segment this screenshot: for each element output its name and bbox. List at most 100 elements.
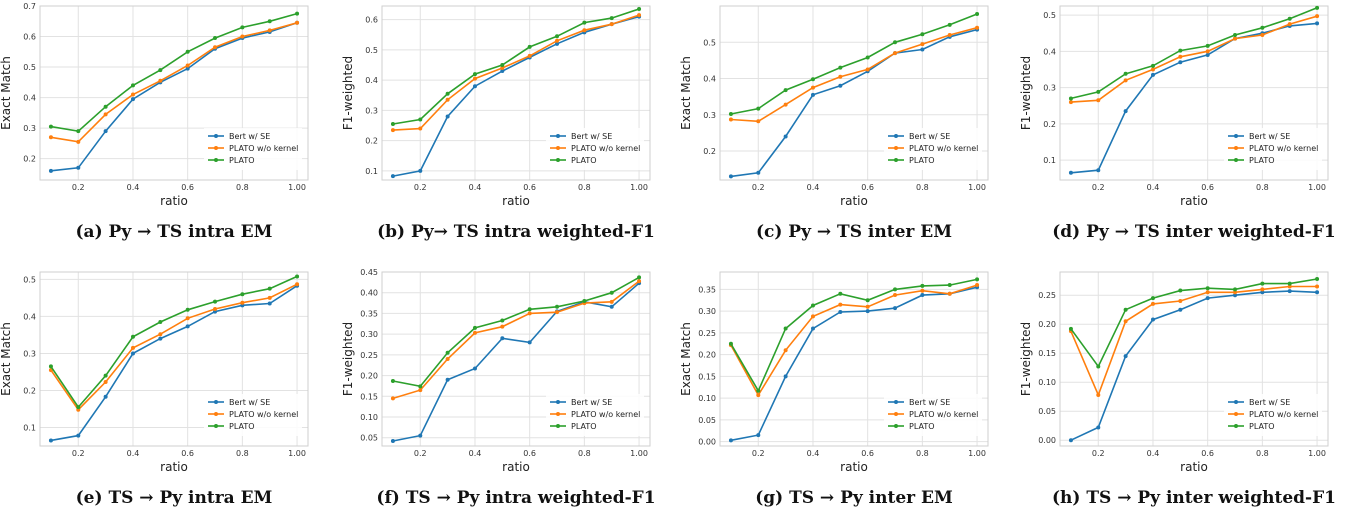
legend-label: PLATO w/o kernel: [229, 144, 298, 153]
series-line: [392, 282, 640, 442]
data-point: [783, 134, 788, 139]
data-point: [185, 49, 190, 54]
data-point: [158, 332, 163, 337]
data-point: [445, 357, 450, 361]
data-point: [609, 22, 614, 27]
data-point: [756, 170, 761, 175]
data-point: [500, 66, 505, 71]
series-line: [50, 285, 298, 442]
data-point: [418, 388, 423, 393]
data-point: [1178, 307, 1183, 312]
x-axis-label: ratio: [840, 460, 868, 474]
series-line: [1070, 7, 1318, 100]
data-point: [185, 316, 190, 321]
x-tick-label: 0.6: [181, 449, 194, 458]
x-tick-label: 0.6: [861, 449, 874, 458]
y-tick-label: 0.15: [360, 392, 378, 401]
legend-marker: [894, 146, 898, 150]
legend-marker: [1234, 424, 1238, 428]
data-point: [947, 22, 952, 27]
data-point: [555, 310, 560, 315]
data-point: [390, 128, 395, 133]
data-point: [1205, 286, 1210, 291]
legend-label: PLATO w/o kernel: [1249, 144, 1318, 153]
data-point: [1123, 354, 1128, 359]
series-line: [730, 13, 978, 115]
data-point: [1150, 317, 1155, 322]
data-point: [783, 88, 788, 93]
legend-marker: [1234, 134, 1238, 138]
data-point: [920, 288, 925, 293]
y-tick-label: 0.5: [365, 46, 378, 55]
data-point: [158, 78, 163, 83]
data-point: [865, 304, 870, 309]
legend-marker: [894, 400, 898, 404]
data-point: [1178, 48, 1183, 53]
legend-marker: [556, 424, 560, 428]
data-point: [637, 275, 642, 280]
data-point: [810, 326, 815, 331]
y-tick-label: 0.05: [1038, 407, 1056, 416]
legend-marker: [894, 424, 898, 428]
data-point: [1287, 289, 1292, 294]
data-point: [975, 25, 980, 30]
data-point: [48, 168, 53, 173]
data-point: [103, 104, 108, 109]
data-point: [1150, 63, 1155, 68]
data-point: [527, 340, 532, 345]
subfigure-caption: (f) TS → Py intra weighted-F1: [376, 488, 655, 508]
data-point: [1096, 168, 1101, 173]
chart-panel: 0.2 0.4 0.6 0.8 1.00 0.2 0.3 0.4 0.5 ratio Exact M…: [679, 5, 989, 242]
data-point: [893, 293, 898, 298]
data-point: [810, 92, 815, 97]
y-tick-label: 0.7: [23, 2, 36, 11]
chart-panel: 0.2 0.4 0.6 0.8 1.00 0.1 0.2 0.3 0.4 0.5 ratio Exac…: [0, 271, 309, 508]
data-point: [609, 299, 614, 304]
data-point: [500, 63, 505, 68]
data-point: [920, 42, 925, 47]
data-point: [390, 439, 395, 444]
data-point: [103, 129, 108, 134]
data-point: [783, 374, 788, 379]
data-point: [1233, 290, 1238, 295]
x-tick-label: 1.00: [968, 183, 986, 192]
y-tick-label: 0.15: [1038, 349, 1056, 358]
data-point: [1233, 287, 1238, 292]
legend-box: [884, 394, 982, 436]
x-tick-label: 0.4: [127, 449, 140, 458]
y-tick-label: 0.05: [360, 434, 378, 443]
x-tick-label: 1.00: [288, 449, 306, 458]
legend-marker: [556, 400, 560, 404]
y-tick-label: 0.2: [23, 155, 36, 164]
x-tick-label: 0.4: [127, 183, 140, 192]
series-line: [50, 283, 298, 411]
data-point: [810, 77, 815, 82]
data-point: [865, 298, 870, 303]
y-tick-label: 0.35: [698, 285, 716, 294]
data-point: [130, 351, 135, 356]
data-point: [1178, 288, 1183, 293]
x-tick-label: 0.2: [752, 183, 765, 192]
y-tick-label: 0.35: [360, 309, 378, 318]
data-point: [1150, 72, 1155, 77]
data-point: [295, 11, 300, 16]
data-point: [240, 34, 245, 39]
series-line: [392, 276, 640, 388]
legend-marker: [894, 134, 898, 138]
x-axis-label: ratio: [160, 460, 188, 474]
y-tick-label: 0.20: [1038, 320, 1056, 329]
data-point: [1068, 100, 1073, 105]
data-point: [1315, 284, 1320, 289]
subfigure-caption: (a) Py → TS intra EM: [76, 222, 273, 242]
data-point: [1260, 281, 1265, 286]
x-tick-label: 0.2: [1092, 449, 1105, 458]
data-point: [48, 124, 53, 129]
x-tick-label: 0.4: [807, 183, 820, 192]
x-tick-label: 0.2: [414, 449, 427, 458]
legend-marker: [894, 158, 898, 162]
data-point: [728, 112, 733, 117]
y-tick-label: 0.2: [703, 147, 716, 156]
y-tick-label: 0.6: [365, 16, 378, 25]
y-tick-label: 0.2: [1043, 120, 1056, 129]
x-axis-label: ratio: [502, 460, 530, 474]
